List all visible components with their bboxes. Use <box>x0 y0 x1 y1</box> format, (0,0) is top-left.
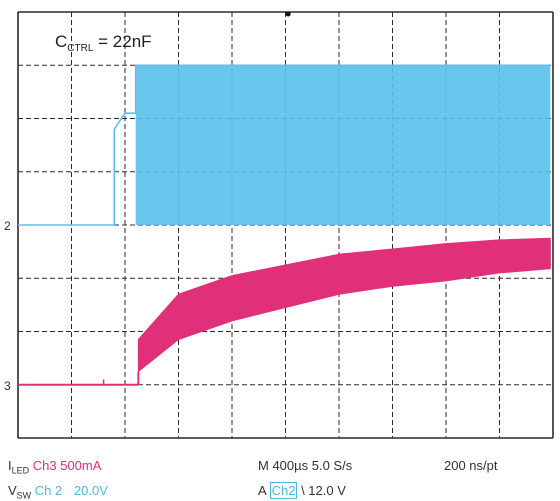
timebase-label: M 400µs 5.0 S/s <box>258 458 353 473</box>
ch3-trace <box>18 237 551 386</box>
scope-footer: ILED Ch3 500mA VSW Ch 2 20.0V M 400µs 5.… <box>0 445 560 501</box>
capacitance-annotation: CCTRL = 22nF <box>55 32 152 54</box>
iled-label: ILED Ch3 500mA <box>8 458 102 476</box>
vsw-label: VSW Ch 2 20.0V <box>8 483 108 501</box>
trigger-channel: Ch2 <box>269 482 298 499</box>
ch2-waveform <box>18 64 551 226</box>
trigger-label: A Ch2 \ 12.0 V <box>258 482 346 499</box>
channel-marker-2: 2 <box>4 219 11 233</box>
ch3-ripple-band <box>137 237 551 373</box>
resolution-label: 200 ns/pt <box>444 458 498 473</box>
ch3-scale: Ch3 500mA <box>32 458 102 473</box>
channel-markers: 23 <box>4 219 11 393</box>
trigger-position-marker <box>285 11 291 17</box>
oscilloscope-display: 23 CCTRL = 22nF <box>4 11 554 439</box>
channel-marker-3: 3 <box>4 379 11 393</box>
ch2-trace <box>18 64 551 226</box>
ch2-label: Ch 2 <box>34 483 63 498</box>
ch2-switching-band <box>135 65 551 225</box>
ch2-scale: 20.0V <box>73 483 108 498</box>
